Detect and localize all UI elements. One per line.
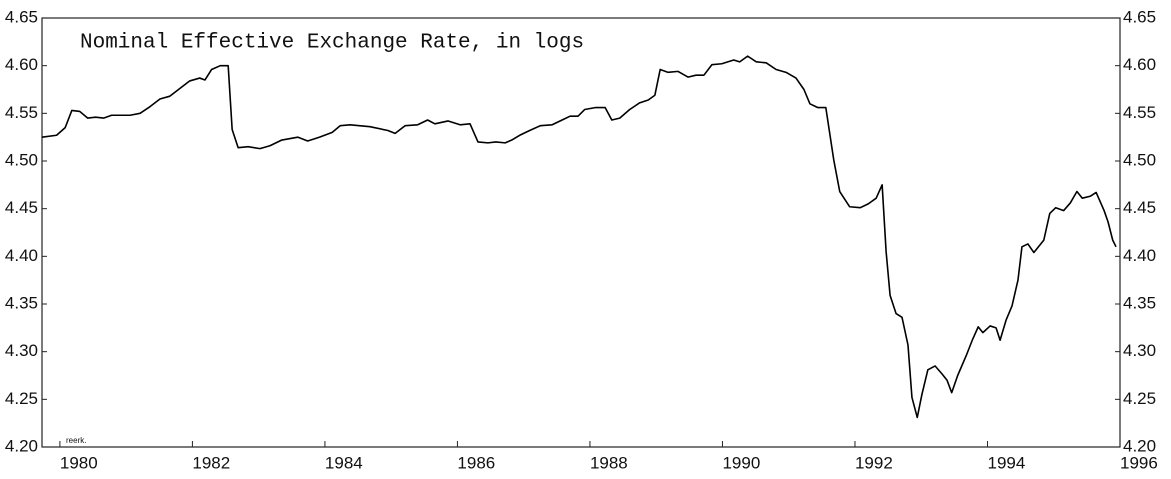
y-tick-label: 4.30 — [5, 341, 38, 360]
x-tick-label: 1980 — [60, 453, 98, 472]
series-note: reerk. — [66, 436, 86, 445]
plot-frame — [41, 17, 1121, 448]
x-tick-label: 1986 — [457, 453, 495, 472]
series-line — [41, 55, 1117, 419]
y-tick-label: 4.20 — [5, 436, 38, 455]
y-tick-label: 4.45 — [5, 198, 38, 217]
y2-tick-label: 4.55 — [1123, 103, 1156, 122]
x-tick-label: 1984 — [325, 453, 363, 472]
y2-tick-label: 4.40 — [1123, 246, 1156, 265]
y2-tick-label: 4.25 — [1123, 389, 1156, 408]
x-tick-label: 1990 — [722, 453, 760, 472]
y-tick-label: 4.55 — [5, 103, 38, 122]
x-tick-label: 1996 — [1120, 453, 1158, 472]
y2-tick-label: 4.20 — [1123, 436, 1156, 455]
y-tick-label: 4.25 — [5, 389, 38, 408]
y-tick-label: 4.50 — [5, 150, 38, 169]
y2-tick-label: 4.60 — [1123, 55, 1156, 74]
x-tick-label: 1982 — [192, 453, 230, 472]
y2-tick-label: 4.30 — [1123, 341, 1156, 360]
x-tick-label: 1994 — [987, 453, 1025, 472]
x-tick-label: 1992 — [855, 453, 893, 472]
y-tick-label: 4.65 — [5, 7, 38, 26]
y2-tick-label: 4.35 — [1123, 293, 1156, 312]
y2-tick-label: 4.50 — [1123, 150, 1156, 169]
x-tick-label: 1988 — [590, 453, 628, 472]
y2-tick-label: 4.65 — [1123, 7, 1156, 26]
y-tick-label: 4.60 — [5, 55, 38, 74]
chart-title: Nominal Effective Exchange Rate, in logs — [80, 32, 584, 55]
y-tick-label: 4.35 — [5, 293, 38, 312]
y2-tick-label: 4.45 — [1123, 198, 1156, 217]
y-tick-label: 4.40 — [5, 246, 38, 265]
